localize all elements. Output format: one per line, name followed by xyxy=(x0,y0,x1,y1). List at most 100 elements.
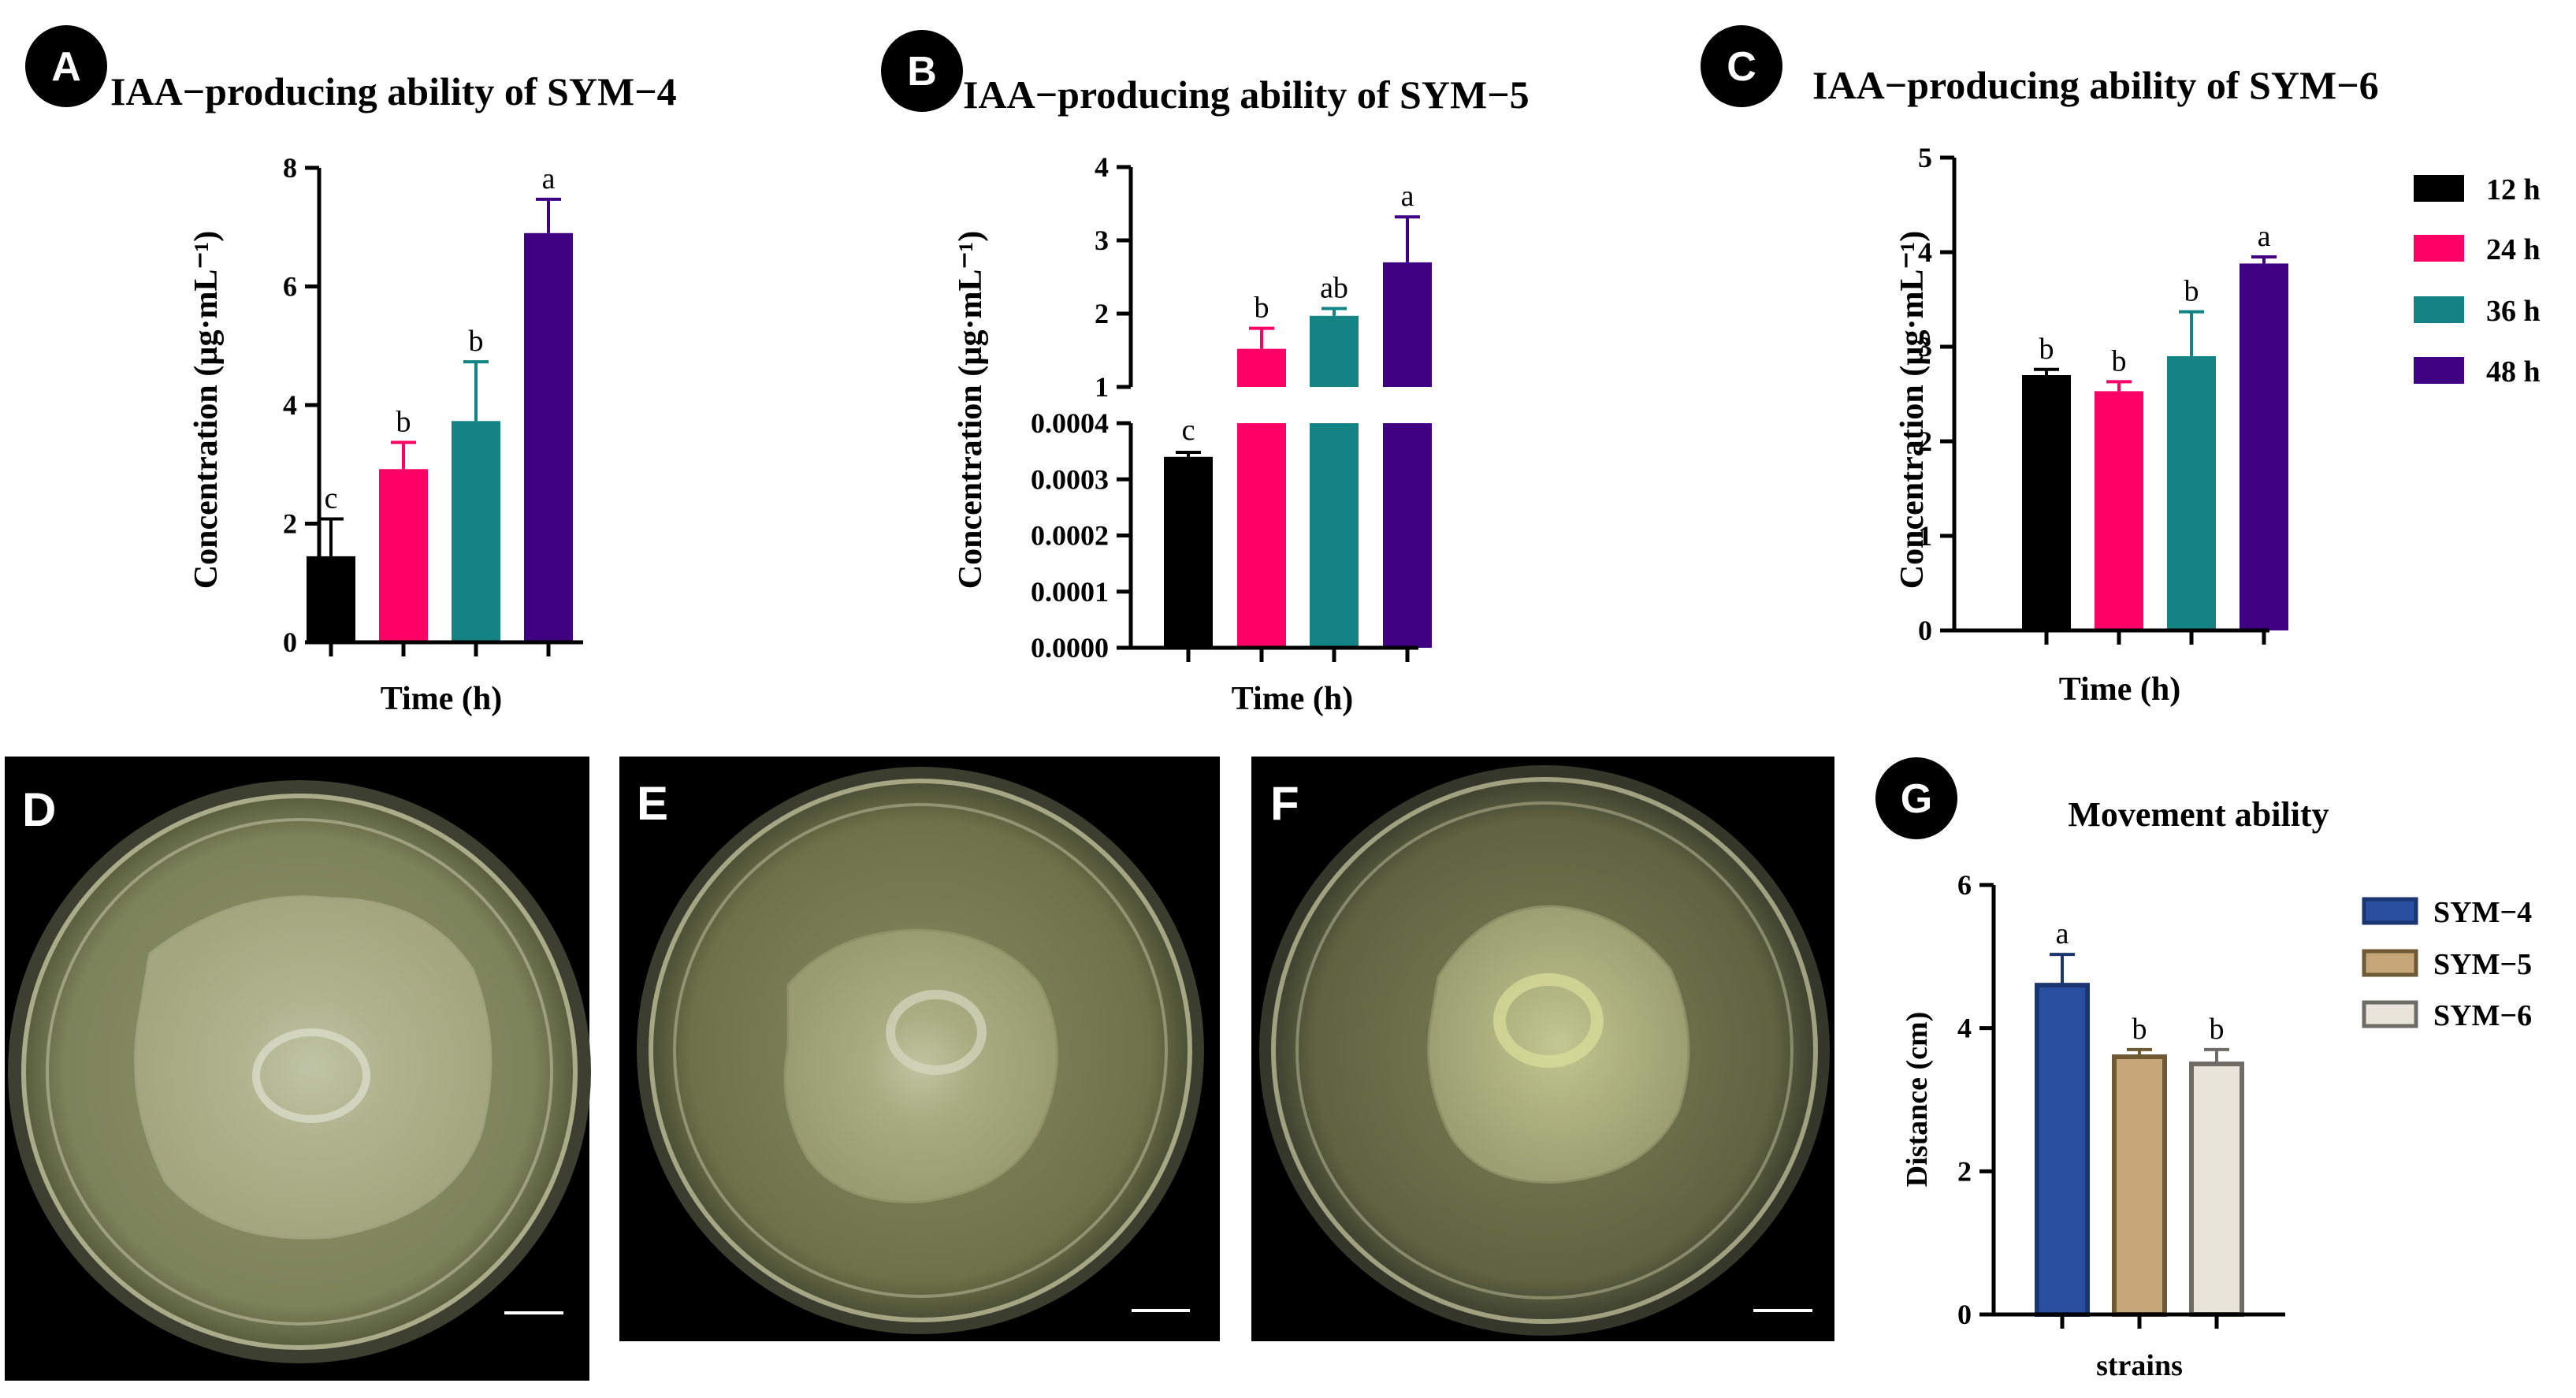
chart-c-significance-letter: b xyxy=(2039,333,2054,366)
chart-c-bar xyxy=(2022,375,2071,630)
chart-a-bar xyxy=(307,556,355,642)
time-legend: 12 h 24 h 36 h 48 h xyxy=(2414,173,2541,389)
chart-b-y-tick-label: 0.0004 xyxy=(1031,407,1109,439)
chart-a-bars: c b b a xyxy=(307,162,573,642)
panel-a-header: A IAA−producing ability of SYM−4 xyxy=(25,25,677,113)
chart-b-bars: c b ab a xyxy=(1164,180,1432,648)
chart-c-y-tick-label: 0 xyxy=(1918,615,1932,646)
chart-c-significance-letter: b xyxy=(2184,275,2199,308)
chart-a-error-bar xyxy=(318,517,344,556)
chart-c-y-tick-label: 4 xyxy=(1918,236,1932,268)
chart-g-bar xyxy=(2035,983,2090,1317)
chart-g-significance-letter: b xyxy=(2132,1013,2147,1046)
panel-c-badge xyxy=(1701,25,1782,107)
chart-a-significance-letter: b xyxy=(396,405,411,438)
panel-b-title: IAA−producing ability of SYM−5 xyxy=(963,73,1530,117)
panel-c-letter: C xyxy=(1727,44,1756,90)
chart-b-y-tick-label: 0.0001 xyxy=(1031,576,1109,608)
chart-a-bar xyxy=(452,421,500,642)
chart-g-y-tick-label: 6 xyxy=(1957,869,1972,901)
chart-c-error-bar xyxy=(2106,380,2132,392)
chart-a-significance-letter: c xyxy=(325,481,338,515)
chart-g-bar xyxy=(2112,1054,2167,1317)
legend-label-sym5: SYM−5 xyxy=(2433,948,2532,981)
chart-a-error-bar xyxy=(391,441,416,470)
petri-dish-inner-ring-f xyxy=(1295,801,1794,1299)
petri-dish-inner-ring-e xyxy=(673,803,1168,1298)
panel-g-letter: G xyxy=(1901,776,1932,822)
photo-panel-f: F xyxy=(1251,757,1834,1341)
chart-a-y-tick-label: 6 xyxy=(283,271,297,303)
chart-g-y-label: Distance (cm) xyxy=(1901,1012,1934,1188)
chart-g-x-label: strains xyxy=(2096,1349,2183,1382)
chart-a-y-tick-label: 2 xyxy=(283,508,297,540)
chart-b-bar-lower-segment xyxy=(1310,423,1359,648)
chart-g-y-tick-label: 0 xyxy=(1957,1299,1972,1330)
chart-c-y-tick-label: 5 xyxy=(1918,142,1932,173)
chart-g: G Movement ability a b b 0 2 4 6 strains Dist… xyxy=(1875,757,2329,1382)
chart-c: b b b a 0 1 2 3 4 5 Time (h) Concentration (µg·m… xyxy=(1894,142,2288,708)
chart-b-significance-letter: b xyxy=(1255,292,1269,325)
chart-a: c b b a 0 2 4 6 8 Time (h) Concentration (µg·mL… xyxy=(188,152,583,717)
panel-c-title: IAA−producing ability of SYM−6 xyxy=(1812,63,2379,107)
legend-swatch-sym6 xyxy=(2362,1000,2418,1028)
chart-b-bar xyxy=(1383,262,1432,387)
petri-dish-inner-ring-d xyxy=(46,818,553,1325)
panel-g-badge xyxy=(1875,757,1957,839)
chart-g-y-tick-label: 2 xyxy=(1957,1155,1972,1187)
chart-b-bar xyxy=(1310,315,1359,387)
chart-a-bar xyxy=(379,469,428,642)
legend-label-36h: 36 h xyxy=(2486,295,2541,328)
chart-a-error-bar xyxy=(463,360,489,422)
chart-c-y-ticks: 0 1 2 3 4 5 xyxy=(1918,142,1954,646)
chart-g-significance-letter: b xyxy=(2210,1013,2225,1046)
chart-b-significance-letter: ab xyxy=(1320,271,1348,304)
chart-a-y-tick-label: 8 xyxy=(283,152,297,184)
legend-swatch-sym4 xyxy=(2362,897,2418,925)
legend-swatch-36h xyxy=(2414,296,2464,323)
chart-c-error-bar xyxy=(2034,367,2059,375)
legend-label-48h: 48 h xyxy=(2486,355,2541,389)
chart-c-y-tick-label: 2 xyxy=(1918,426,1932,457)
chart-b-bar-lower-segment xyxy=(1237,423,1286,648)
legend-label-sym6: SYM−6 xyxy=(2433,999,2532,1032)
chart-g-title: Movement ability xyxy=(2068,795,2329,834)
chart-c-bars: b b b a xyxy=(2022,220,2288,630)
chart-c-x-ticks xyxy=(2044,630,2266,645)
chart-c-y-tick-label: 1 xyxy=(1918,520,1932,552)
strain-legend: SYM−4 SYM−5 SYM−6 xyxy=(2362,896,2532,1032)
panel-b-badge xyxy=(881,30,963,112)
chart-b-significance-letter: c xyxy=(1182,414,1195,447)
chart-a-significance-letter: b xyxy=(469,325,484,358)
chart-g-y-tick-label: 4 xyxy=(1957,1013,1972,1044)
legend-label-24h: 24 h xyxy=(2486,233,2541,266)
chart-c-significance-letter: b xyxy=(2112,344,2127,377)
chart-g-error-bar xyxy=(2204,1047,2229,1065)
chart-c-bar xyxy=(2240,263,2288,630)
legend-swatch-12h xyxy=(2414,175,2464,202)
chart-b-significance-letter: a xyxy=(1401,180,1414,213)
panel-f-label: F xyxy=(1270,777,1299,830)
chart-a-bar xyxy=(524,232,573,642)
chart-a-x-ticks xyxy=(329,642,551,656)
legend-swatch-48h xyxy=(2414,357,2464,384)
panel-a-letter: A xyxy=(51,44,81,90)
chart-a-significance-letter: a xyxy=(542,162,556,195)
chart-g-y-ticks: 0 2 4 6 xyxy=(1957,869,1994,1330)
chart-c-y-tick-label: 3 xyxy=(1918,331,1932,363)
chart-b-x-ticks xyxy=(1186,648,1410,662)
panel-d-label: D xyxy=(22,783,56,836)
bacterial-colony-f xyxy=(1427,905,1690,1184)
chart-b-y-tick-label: 0.0002 xyxy=(1031,520,1109,552)
colony-center-d xyxy=(252,1028,370,1123)
chart-b-y-tick-label: 2 xyxy=(1095,298,1109,329)
colony-center-e xyxy=(886,990,987,1075)
chart-b-y-tick-label: 4 xyxy=(1095,151,1109,183)
chart-b: c b ab a 1 2 3 4 0.0000 0.0001 0.0002 0.0003 0.0004… xyxy=(953,151,1432,717)
chart-a-y-tick-label: 0 xyxy=(283,626,297,658)
chart-g-significance-letter: a xyxy=(2056,917,2069,950)
legend-swatch-24h xyxy=(2414,235,2464,262)
chart-b-y-label: Concentration (µg·mL⁻¹) xyxy=(953,231,989,589)
chart-a-x-label: Time (h) xyxy=(381,681,502,717)
